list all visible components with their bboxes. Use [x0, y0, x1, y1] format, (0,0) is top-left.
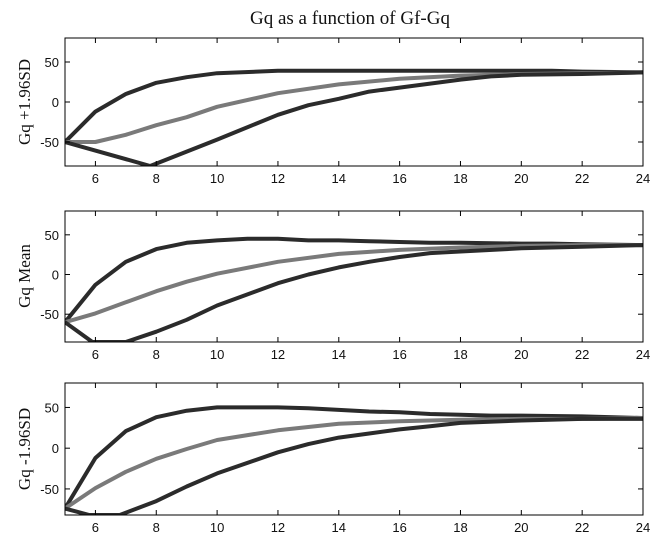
x-tick-label: 14 [332, 171, 346, 186]
plot-area [65, 236, 643, 342]
subplot-lower: Gq -1.96SD 6 8 10 12 14 16 18 20 22 24 50 0 -50 [15, 382, 650, 535]
series-line-3 [65, 416, 643, 515]
series-line-3 [65, 70, 643, 166]
axes-frame [64, 382, 644, 516]
x-tick-label: 22 [575, 520, 589, 535]
x-tick-label: 24 [636, 171, 650, 186]
y-tick-label: 0 [52, 95, 59, 110]
plot-area [65, 405, 643, 515]
axes-frame [64, 210, 644, 343]
x-tick-label: 10 [210, 347, 224, 362]
x-tick-label: 6 [92, 520, 99, 535]
y-axis-label: Gq -1.96SD [15, 408, 34, 490]
x-tick-label: 14 [332, 347, 346, 362]
y-tick-label: 0 [52, 268, 59, 283]
x-tick-label: 18 [453, 520, 467, 535]
y-tick-label: -50 [40, 135, 59, 150]
y-tick-label: 50 [45, 400, 59, 415]
x-tick-label: 14 [332, 520, 346, 535]
series-line-2 [65, 416, 643, 511]
y-tick-label: -50 [40, 482, 59, 497]
x-tick-label: 20 [514, 347, 528, 362]
y-axis-label: Gq +1.96SD [15, 59, 34, 145]
series-line-1 [65, 405, 643, 510]
series-line-1 [65, 236, 643, 324]
y-tick-label: 50 [45, 228, 59, 243]
plot-area [65, 68, 643, 166]
x-tick-label: 22 [575, 347, 589, 362]
x-tick-label: 18 [453, 171, 467, 186]
x-tick-label: 6 [92, 171, 99, 186]
x-tick-label: 24 [636, 520, 650, 535]
x-tick-label: 8 [153, 520, 160, 535]
series-line-3 [65, 243, 643, 342]
subplot-middle: Gq Mean 6 8 10 12 14 16 18 20 22 24 50 0 -50 [15, 210, 650, 362]
x-tick-label: 10 [210, 520, 224, 535]
x-tick-label: 8 [153, 347, 160, 362]
figure-title: Gq as a function of Gf-Gq [250, 8, 450, 29]
y-tick-label: 50 [45, 55, 59, 70]
x-tick-label: 20 [514, 171, 528, 186]
x-tick-label: 16 [392, 520, 406, 535]
series-line-2 [65, 243, 643, 325]
series-line-1 [65, 68, 643, 144]
axes-frame [64, 37, 644, 167]
x-tick-label: 10 [210, 171, 224, 186]
x-tick-label: 12 [271, 520, 285, 535]
x-tick-label: 20 [514, 520, 528, 535]
x-tick-label: 18 [453, 347, 467, 362]
x-tick-label: 12 [271, 171, 285, 186]
y-tick-label: 0 [52, 441, 59, 456]
x-tick-label: 8 [153, 171, 160, 186]
subplot-upper: Gq +1.96SD 6 8 10 12 14 16 18 20 22 24 50 0 -50 [15, 37, 650, 186]
x-tick-label: 16 [392, 171, 406, 186]
x-tick-label: 24 [636, 347, 650, 362]
x-tick-label: 12 [271, 347, 285, 362]
x-tick-label: 6 [92, 347, 99, 362]
y-axis-label: Gq Mean [15, 244, 34, 308]
x-tick-label: 16 [392, 347, 406, 362]
y-tick-label: -50 [40, 307, 59, 322]
x-tick-label: 22 [575, 171, 589, 186]
